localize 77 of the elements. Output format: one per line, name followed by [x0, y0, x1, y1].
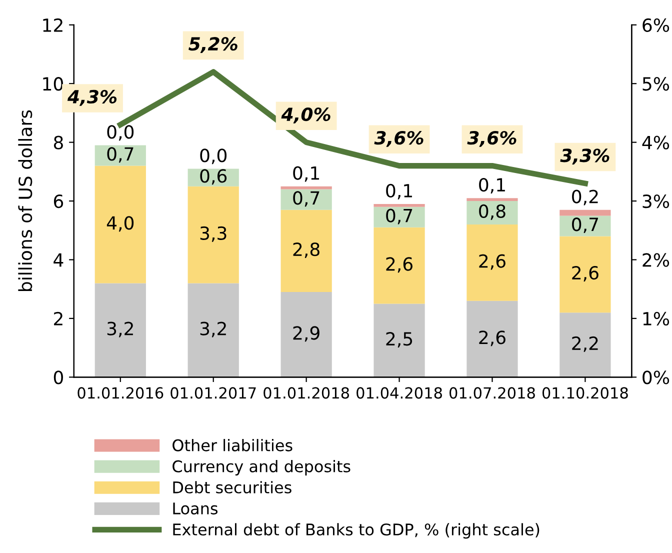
data-label: 4,3% — [67, 90, 117, 106]
data-label: 2,2 — [572, 336, 598, 352]
data-label: 4,0 — [106, 216, 134, 232]
data-label: 2,6 — [479, 254, 506, 270]
bar — [374, 227, 425, 304]
data-label: 2,6 — [572, 266, 598, 282]
bar — [280, 186, 332, 190]
data-label: 0,7 — [107, 147, 134, 163]
y-tick-label: 12 — [43, 18, 62, 32]
bar — [280, 189, 332, 210]
y2-tick-label: 1% — [643, 312, 670, 326]
y2-tick-label: 3% — [642, 194, 670, 208]
bar — [94, 166, 146, 284]
data-label: 3,6% — [467, 130, 516, 147]
data-label: 4,0% — [281, 107, 330, 124]
data-label: 0,1 — [293, 166, 320, 182]
bar — [560, 236, 611, 313]
bar — [188, 186, 239, 284]
data-label: 0,0 — [200, 148, 227, 164]
data-label: 2,6 — [479, 330, 506, 346]
data-label: 0,0 — [107, 125, 134, 141]
y-axis-title: billions of US dollars — [18, 110, 32, 291]
y2-tick-label: 5% — [642, 77, 670, 91]
bar — [466, 300, 518, 378]
y2-tick-label: 0% — [642, 370, 670, 384]
data-label: 5,2% — [188, 37, 238, 53]
data-label: 0,7 — [572, 218, 598, 234]
bar — [94, 283, 146, 378]
bar — [188, 283, 239, 378]
bar — [466, 198, 518, 202]
data-label: 2,8 — [293, 242, 320, 258]
data-label: 3,3 — [200, 226, 226, 242]
data-label: 2,5 — [386, 332, 412, 348]
x-tick-label: 01.01.2016 — [78, 387, 164, 399]
x-tick-label: 01.04.2018 — [356, 387, 442, 399]
bar — [94, 145, 146, 166]
data-label: 0,8 — [479, 204, 506, 220]
bar — [466, 201, 518, 224]
bar — [374, 206, 425, 228]
bar — [374, 204, 425, 207]
data-label: 0,1 — [479, 178, 505, 194]
legend-label: Other liabilities — [172, 438, 292, 452]
y2-tick-label: 4% — [642, 136, 670, 150]
data-label: 3,6% — [374, 130, 424, 147]
data-label: 0,7 — [293, 191, 320, 207]
y-tick-label: 10 — [43, 77, 63, 91]
x-tick-label: 01.10.2018 — [542, 387, 628, 399]
y-tick-label: 8 — [54, 136, 63, 150]
data-label: 3,2 — [200, 322, 226, 338]
legend-label: Currency and deposits — [172, 460, 350, 476]
data-label: 2,6 — [386, 257, 412, 273]
y-tick-label: 4 — [54, 253, 64, 267]
legend-label: External debt of Banks to GDP, % (right scale) — [173, 523, 540, 539]
legend-label: Loans — [173, 502, 218, 514]
bar — [466, 224, 518, 301]
x-tick-label: 01.01.2018 — [264, 387, 350, 399]
bar — [280, 292, 332, 378]
x-tick-label: 01.07.2018 — [450, 387, 535, 399]
y-tick-label: 0 — [54, 370, 63, 384]
bar — [560, 216, 611, 236]
y2-tick-label: 2% — [642, 253, 670, 267]
bar — [560, 312, 611, 378]
x-tick-label: 01.01.2017 — [170, 387, 256, 399]
data-label: 0,6 — [200, 169, 227, 185]
data-label: 3,2 — [107, 322, 133, 338]
data-label: 2,9 — [293, 326, 320, 342]
data-label: 3,3% — [560, 148, 610, 165]
bar — [560, 210, 611, 216]
data-label: 0,1 — [386, 184, 412, 200]
y-tick-label: 2 — [54, 312, 62, 326]
data-label: 0,7 — [386, 208, 412, 224]
bar — [280, 210, 332, 292]
bar — [374, 304, 425, 378]
legend-label: Debt securities — [173, 481, 292, 494]
y2-tick-label: 6% — [642, 18, 670, 32]
y-tick-label: 6 — [54, 194, 64, 208]
data-label: 0,2 — [572, 190, 598, 206]
